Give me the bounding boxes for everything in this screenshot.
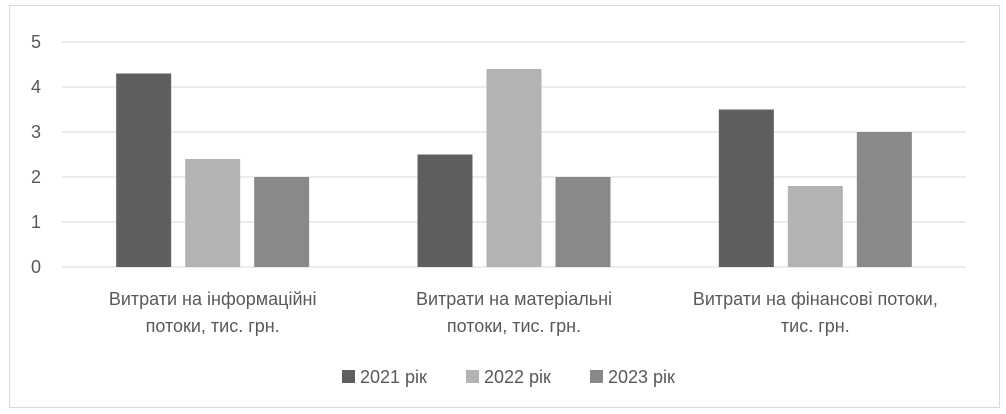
bar xyxy=(185,159,241,267)
legend-swatch xyxy=(590,370,603,383)
legend-label: 2021 рік xyxy=(360,367,427,387)
legend-swatch xyxy=(466,370,479,383)
category-label: Витрати на фінансові потоки, xyxy=(693,289,938,309)
bar xyxy=(116,73,172,267)
bar xyxy=(856,132,912,267)
bar xyxy=(555,177,611,267)
category-label: потоки, тис. грн. xyxy=(447,316,581,336)
category-label: Витрати на матеріальні xyxy=(416,289,612,309)
y-tick-label: 2 xyxy=(31,167,41,187)
category-label: тис. грн. xyxy=(781,316,850,336)
y-tick-label: 3 xyxy=(31,122,41,142)
category-label: потоки, тис. грн. xyxy=(146,316,280,336)
bar xyxy=(718,109,774,267)
legend-label: 2022 рік xyxy=(484,367,551,387)
y-tick-label: 5 xyxy=(31,32,41,52)
category-labels: Витрати на інформаційні потоки, тис. грн.… xyxy=(109,289,938,336)
bar xyxy=(787,186,843,267)
bars xyxy=(116,69,912,267)
legend-swatch xyxy=(342,370,355,383)
legend: 2021 рік 2022 рік 2023 рік xyxy=(342,367,675,387)
y-axis-tick-labels: 0 1 2 3 4 5 xyxy=(31,32,41,277)
y-tick-label: 4 xyxy=(31,77,41,97)
bar xyxy=(417,154,473,267)
y-tick-label: 1 xyxy=(31,212,41,232)
y-tick-label: 0 xyxy=(31,257,41,277)
bar xyxy=(486,69,542,267)
bar xyxy=(254,177,310,267)
category-label: Витрати на інформаційні xyxy=(109,289,317,309)
legend-label: 2023 рік xyxy=(608,367,675,387)
